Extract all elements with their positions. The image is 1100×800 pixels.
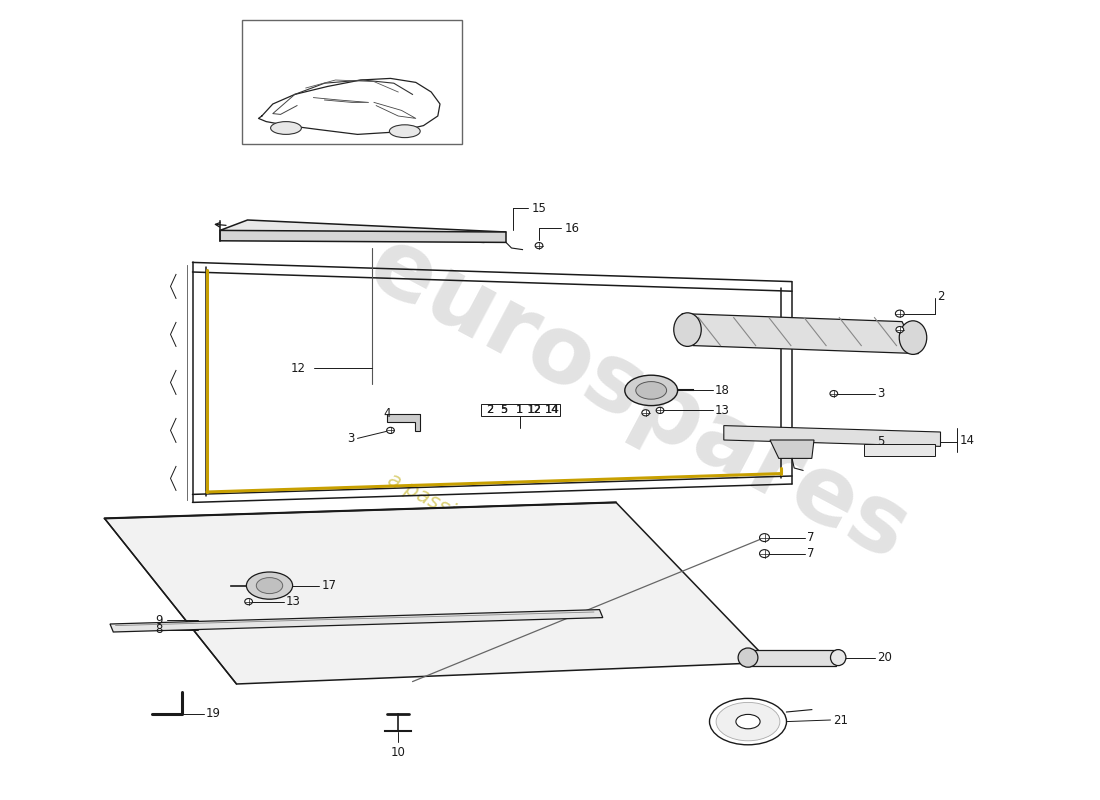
Text: 15: 15 bbox=[531, 202, 547, 214]
Text: 2: 2 bbox=[486, 403, 493, 416]
Ellipse shape bbox=[716, 702, 780, 741]
Text: eurospares: eurospares bbox=[353, 219, 923, 581]
Ellipse shape bbox=[656, 407, 664, 414]
Bar bbox=[242, 20, 462, 144]
Polygon shape bbox=[864, 444, 935, 456]
Text: 5: 5 bbox=[500, 403, 507, 416]
Ellipse shape bbox=[673, 313, 702, 346]
Text: 13: 13 bbox=[715, 404, 730, 417]
Ellipse shape bbox=[389, 125, 420, 138]
Text: 16: 16 bbox=[564, 222, 580, 234]
Text: a passion for parts since 1985: a passion for parts since 1985 bbox=[384, 470, 672, 634]
Text: 1: 1 bbox=[516, 405, 522, 414]
Text: 12: 12 bbox=[290, 362, 306, 374]
Ellipse shape bbox=[246, 572, 293, 599]
Text: 12: 12 bbox=[528, 405, 541, 414]
Polygon shape bbox=[748, 650, 836, 666]
Ellipse shape bbox=[535, 242, 543, 249]
Ellipse shape bbox=[895, 326, 904, 333]
Polygon shape bbox=[387, 414, 420, 431]
Text: 19: 19 bbox=[206, 707, 221, 720]
Text: 7: 7 bbox=[807, 531, 815, 544]
Text: 5: 5 bbox=[500, 405, 507, 414]
Ellipse shape bbox=[256, 578, 283, 594]
Text: 14: 14 bbox=[544, 403, 560, 416]
Text: 3: 3 bbox=[877, 387, 884, 400]
Polygon shape bbox=[110, 610, 603, 632]
Ellipse shape bbox=[636, 382, 667, 399]
Text: 18: 18 bbox=[715, 384, 730, 397]
Text: 2: 2 bbox=[937, 290, 945, 302]
Text: 10: 10 bbox=[390, 746, 406, 758]
Ellipse shape bbox=[829, 390, 838, 397]
Text: 2: 2 bbox=[486, 405, 493, 414]
Text: 14: 14 bbox=[546, 405, 559, 414]
Polygon shape bbox=[682, 314, 918, 354]
Polygon shape bbox=[770, 440, 814, 458]
Text: 17: 17 bbox=[321, 579, 337, 592]
Text: 13: 13 bbox=[286, 595, 301, 608]
Ellipse shape bbox=[895, 310, 904, 317]
Ellipse shape bbox=[759, 550, 770, 558]
Ellipse shape bbox=[738, 648, 758, 667]
Ellipse shape bbox=[759, 534, 770, 542]
Ellipse shape bbox=[710, 698, 786, 745]
Text: 4: 4 bbox=[383, 407, 390, 420]
Text: 20: 20 bbox=[877, 651, 892, 664]
Ellipse shape bbox=[271, 122, 301, 134]
Text: 14: 14 bbox=[959, 434, 975, 446]
Ellipse shape bbox=[736, 714, 760, 729]
Text: 7: 7 bbox=[807, 547, 815, 560]
Bar bbox=[481, 404, 560, 416]
Ellipse shape bbox=[641, 410, 649, 416]
Text: 1: 1 bbox=[516, 403, 522, 416]
Text: 8: 8 bbox=[155, 623, 163, 636]
Ellipse shape bbox=[387, 427, 395, 434]
Text: 12: 12 bbox=[527, 403, 542, 416]
Ellipse shape bbox=[830, 650, 846, 666]
Ellipse shape bbox=[900, 321, 926, 354]
Ellipse shape bbox=[244, 598, 253, 605]
Text: 21: 21 bbox=[833, 714, 848, 726]
Polygon shape bbox=[220, 230, 506, 242]
Polygon shape bbox=[724, 426, 940, 446]
Ellipse shape bbox=[625, 375, 678, 406]
Polygon shape bbox=[104, 502, 770, 684]
Polygon shape bbox=[220, 220, 506, 242]
Text: 3: 3 bbox=[346, 432, 354, 445]
Text: 5: 5 bbox=[877, 435, 884, 448]
Text: 9: 9 bbox=[155, 614, 163, 626]
